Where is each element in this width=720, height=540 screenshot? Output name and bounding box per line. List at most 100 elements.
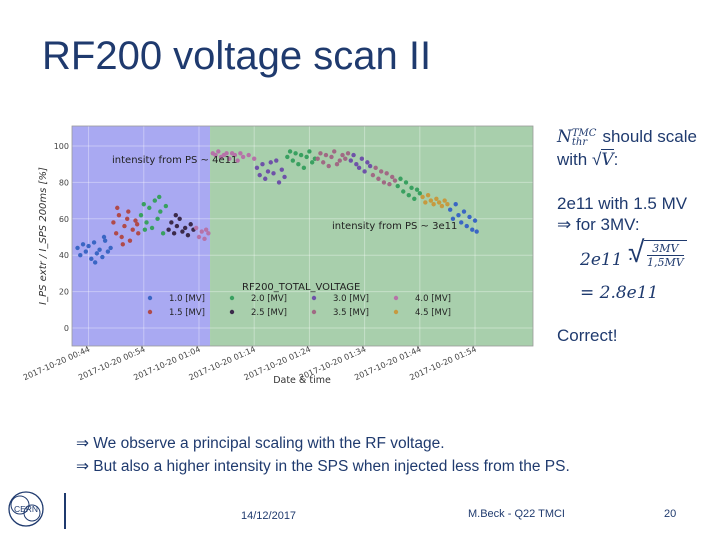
data-point [376,176,381,181]
data-point [94,251,100,256]
data-point [194,225,199,231]
footer-divider [64,493,66,529]
data-point [290,158,296,163]
data-point [398,176,403,181]
data-point [332,149,337,154]
data-point [428,198,434,203]
data-point [351,152,356,158]
annotation-line-4: ⇒ for 3MV: [557,215,640,234]
data-point [456,212,461,218]
data-point [384,171,389,176]
page-number: 20 [664,508,677,520]
with-text: with [557,150,588,169]
formula-lhs-text: 2e11 · [580,250,634,270]
data-point [387,182,392,187]
data-point [285,154,290,160]
data-point [268,160,273,165]
data-point [216,149,221,154]
legend-label: 3.5 [MV] [333,308,369,318]
data-point [108,245,113,251]
data-point [257,172,262,178]
data-point [188,222,193,227]
legend-marker [393,295,399,301]
data-points [75,149,479,265]
cern-logo: CERN [8,491,44,527]
data-point [254,165,260,171]
data-point [227,156,232,161]
data-point [447,207,453,212]
data-point [274,158,279,163]
data-point [105,249,111,254]
annotation-line-2: with √V: [557,149,619,170]
data-point [169,220,174,225]
data-point [373,165,378,171]
legend-label: 4.0 [MV] [415,294,451,304]
data-point [263,176,268,181]
data-point [83,249,89,254]
logo-text: CERN [14,504,38,514]
bullet-2: ⇒ But also a higher intensity in the SPS… [76,458,570,475]
data-point [80,242,86,247]
data-point [174,223,180,229]
data-point [461,209,467,214]
data-point [301,165,307,171]
data-point [420,194,425,200]
legend-label: 1.5 [MV] [169,308,205,318]
data-point [367,163,373,169]
data-point [238,151,243,156]
data-point [423,200,428,205]
data-point [101,234,107,240]
y-tick-label: 60 [59,215,69,224]
legend-marker [229,309,235,315]
data-point [381,180,387,185]
data-point [196,234,202,240]
legend-marker [393,309,399,315]
data-point [78,253,83,258]
data-point [271,171,276,176]
legend-marker [229,295,235,301]
legend-label: 4.5 [MV] [415,308,451,318]
data-point [321,160,326,165]
data-point [334,162,340,167]
data-point [133,218,138,223]
data-point [412,196,417,201]
data-point [474,229,479,234]
legend-label: 2.5 [MV] [251,308,287,318]
data-point [406,192,411,198]
data-point [390,174,395,180]
region-label: intensity from PS ~ 4e11 [112,155,237,166]
legend-marker [311,309,317,315]
data-point [403,180,409,185]
data-point [163,203,169,209]
legend-title: RF200_TOTAL_VOLTAGE [242,282,360,293]
data-point [362,169,367,174]
data-point [182,225,188,231]
subscript-thr: thr [571,136,588,148]
plot-frame [71,125,534,347]
colon: : [613,150,619,169]
data-point [282,174,287,180]
annotation-line-3: 2e11 with 1.5 MV [557,194,688,213]
data-point [279,167,284,172]
data-point [395,183,400,189]
v-symbol: V [601,150,614,170]
data-point [436,200,442,205]
slide-title: RF200 voltage scan II [42,34,432,78]
data-point [185,232,191,238]
formula-lhs: 2e11 · [580,250,633,270]
data-point [144,220,149,225]
data-point [365,160,370,165]
data-point [157,194,162,200]
data-point [177,216,182,221]
data-point [113,231,119,236]
n-symbol: N [557,127,572,147]
y-tick-label: 0 [64,324,69,333]
data-point [470,227,475,232]
data-point [130,227,135,232]
data-point [147,205,152,211]
data-point [75,245,80,251]
data-point [329,154,334,160]
data-point [298,152,304,158]
x-axis-label: Date & time [273,375,331,386]
data-point [296,162,301,167]
